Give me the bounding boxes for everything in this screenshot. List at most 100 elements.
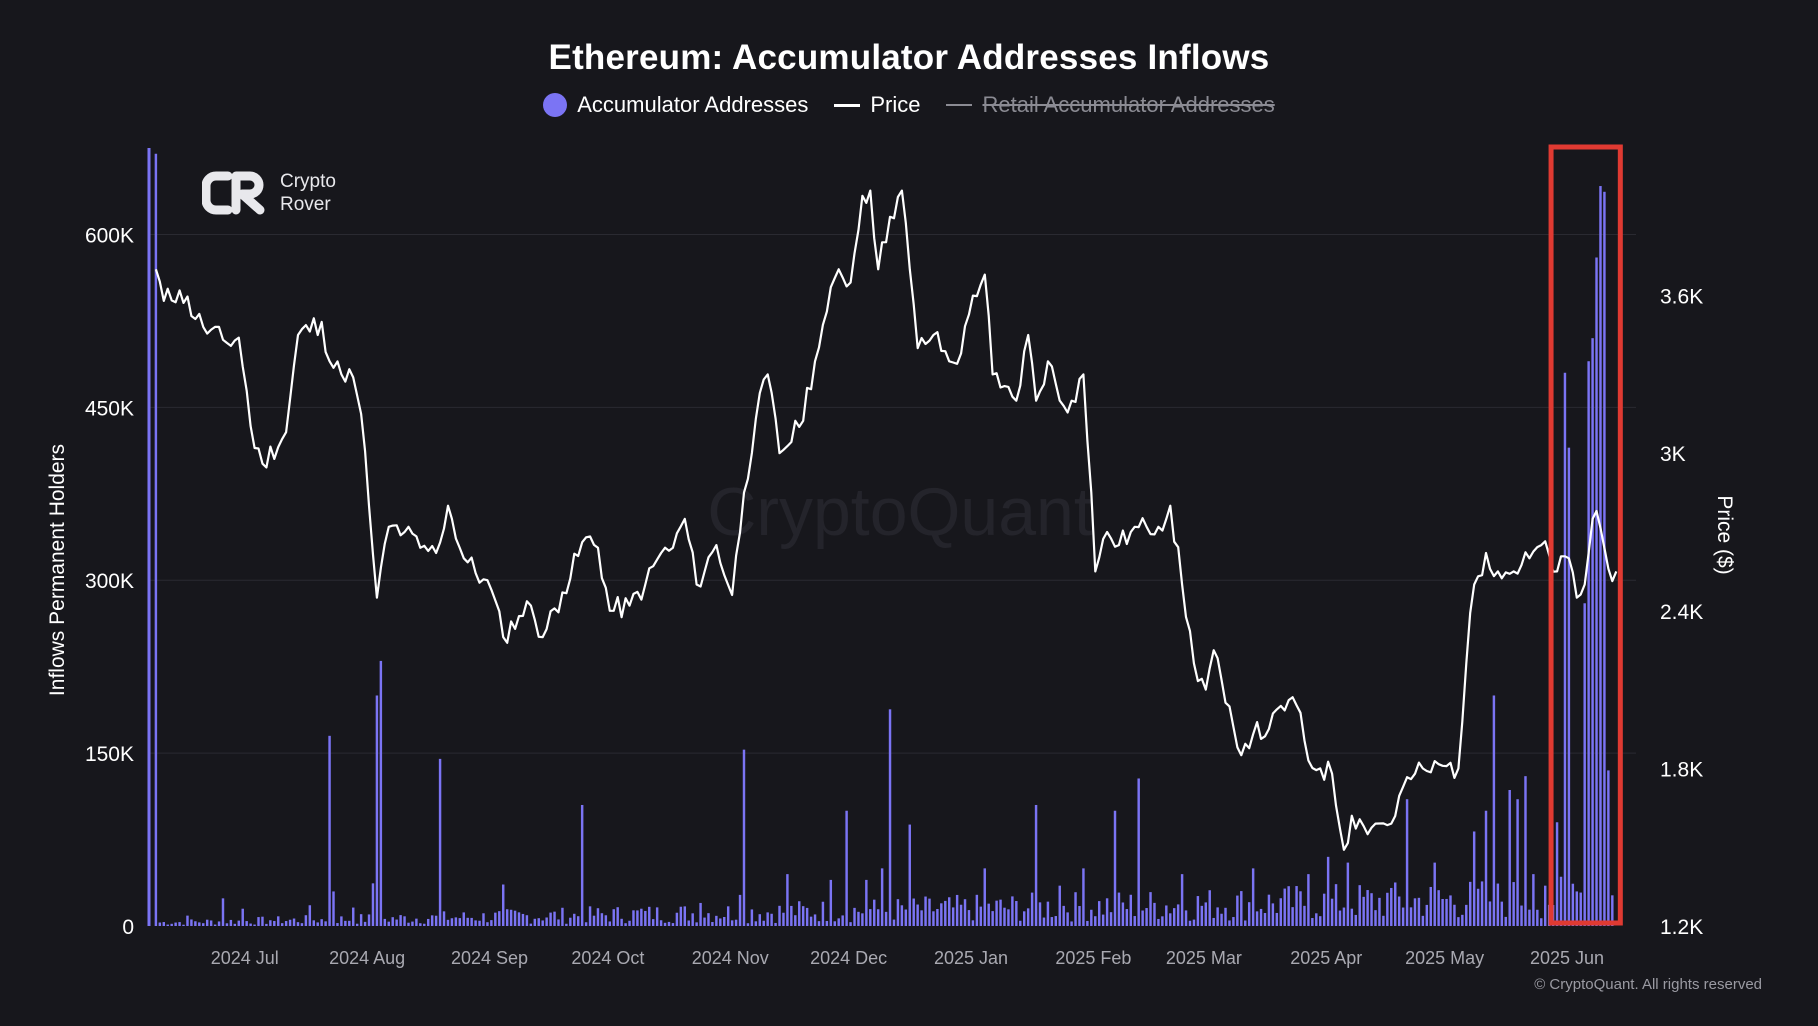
legend-line-icon (834, 103, 861, 107)
bar (1484, 810, 1488, 926)
bar (790, 905, 793, 926)
bar (955, 894, 959, 926)
bar (1307, 874, 1310, 926)
logo-text-line1: Crypto (280, 171, 336, 192)
x-tick-label: 2024 Aug (329, 948, 405, 968)
copyright: © CryptoQuant. All rights reserved (1534, 976, 1762, 993)
bar (1188, 920, 1192, 926)
bar (1476, 888, 1480, 926)
bar (770, 913, 773, 926)
bar (273, 920, 276, 926)
bar (399, 915, 402, 926)
legend-item-retail[interactable]: Retail Accumulator Addresses (946, 92, 1275, 118)
bar (648, 906, 651, 926)
bar (742, 749, 746, 926)
bar (1555, 822, 1559, 926)
bar (162, 922, 166, 926)
bar (296, 922, 300, 926)
bar (655, 907, 659, 926)
bar (458, 918, 462, 926)
bar (1015, 901, 1018, 926)
bar (332, 891, 335, 926)
bar (1338, 910, 1342, 926)
bar (640, 908, 643, 926)
bar (537, 918, 540, 926)
bar (1038, 902, 1042, 926)
bar (596, 908, 600, 926)
bar (1543, 885, 1547, 926)
bar (1117, 892, 1121, 926)
bar (1319, 916, 1322, 926)
bar (715, 915, 718, 926)
bar (154, 153, 158, 927)
x-tick-label: 2024 Jul (211, 948, 279, 968)
bar (328, 735, 331, 926)
bar (450, 918, 454, 926)
bar (1559, 876, 1563, 926)
bar (1500, 901, 1504, 926)
watermark: CryptoQuant (707, 474, 1093, 550)
bar (1216, 907, 1219, 926)
bar (1390, 887, 1393, 926)
bar (344, 920, 347, 926)
bar (1315, 913, 1318, 926)
bar (190, 919, 193, 926)
bar (608, 921, 612, 926)
bar (391, 917, 394, 926)
y-left-tick-label: 300K (85, 570, 134, 593)
legend-item-price[interactable]: Price (834, 92, 920, 118)
bar (1003, 907, 1006, 926)
bar (1086, 920, 1089, 926)
bar (1121, 902, 1125, 926)
bar (1599, 186, 1602, 927)
bar (1026, 908, 1030, 926)
bar (738, 894, 742, 926)
bar (470, 917, 473, 926)
bar (912, 898, 915, 926)
bar (205, 919, 209, 926)
bar (1224, 907, 1227, 926)
bar (1330, 898, 1334, 926)
y-axis-left: 0 150K 300K 450K 600K (85, 148, 151, 939)
bar (1180, 874, 1184, 926)
bar (553, 911, 556, 926)
bar (857, 911, 860, 926)
bar (1441, 899, 1444, 926)
bar (1488, 901, 1492, 926)
bar (1512, 882, 1515, 926)
bar (1449, 895, 1452, 926)
bar (726, 906, 730, 926)
bar (498, 911, 501, 926)
bar (679, 906, 683, 926)
bar (269, 920, 272, 926)
bar (233, 923, 237, 926)
bar (1078, 906, 1081, 926)
bar (821, 901, 825, 926)
bar (1386, 892, 1389, 926)
bar (1232, 917, 1235, 926)
bar (174, 922, 177, 926)
bar (1153, 902, 1156, 926)
bar (1097, 901, 1101, 926)
bar (1445, 898, 1448, 926)
legend-item-accumulator[interactable]: Accumulator Addresses (543, 92, 808, 118)
x-tick-label: 2024 Dec (810, 948, 887, 968)
bar (845, 810, 848, 926)
bar (1429, 886, 1432, 926)
bar (292, 918, 296, 926)
bar (1595, 257, 1598, 926)
bar (1259, 908, 1263, 926)
bar (225, 923, 229, 926)
bar (1157, 918, 1160, 926)
bar (762, 920, 765, 926)
bar (1066, 912, 1069, 926)
bar (825, 920, 829, 926)
bar (1362, 896, 1365, 926)
chart-title: Ethereum: Accumulator Addresses Inflows (548, 38, 1270, 77)
bar (1611, 895, 1614, 926)
bar (1022, 911, 1026, 926)
bar (217, 921, 221, 926)
bar (703, 917, 706, 926)
bar (1007, 909, 1010, 926)
